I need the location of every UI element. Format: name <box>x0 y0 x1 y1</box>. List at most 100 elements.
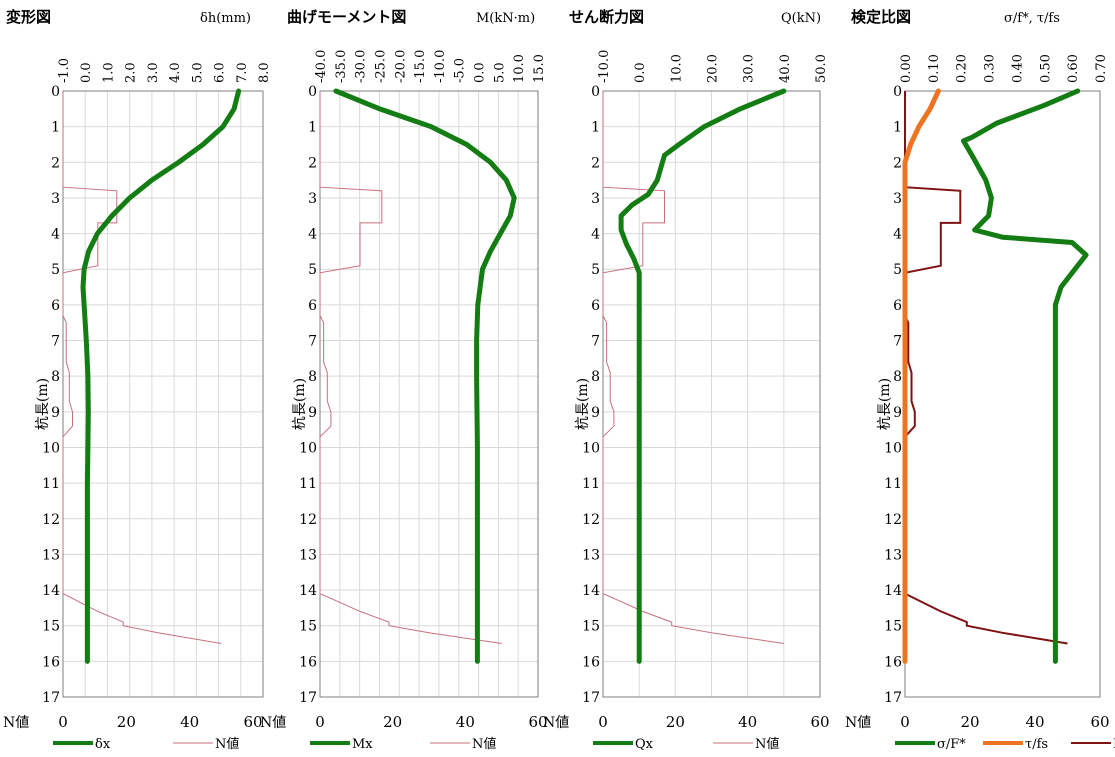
x-tick-label: -1.0 <box>57 58 72 83</box>
x-tick-label: -30.0 <box>354 50 369 83</box>
depth-tick-label: 5 <box>308 262 317 278</box>
depth-tick-label: 0 <box>308 84 317 100</box>
depth-tick-label: 10 <box>582 440 600 456</box>
n-axis-label: N値 <box>260 715 286 731</box>
n-axis-tick-label: 40 <box>456 713 475 731</box>
legend-label: Qx <box>635 737 654 752</box>
x-tick-label: -35.0 <box>334 50 349 83</box>
depth-tick-label: 14 <box>42 583 60 599</box>
depth-tick-label: 11 <box>299 476 317 492</box>
x-tick-label: 0.0 <box>473 62 488 83</box>
moment-unit: M(kN·m) <box>476 11 536 26</box>
depth-tick-label: 5 <box>51 262 60 278</box>
shear-unit: Q(kN) <box>781 11 822 26</box>
x-tick-label: 20.0 <box>706 54 721 83</box>
depth-tick-label: 12 <box>299 512 317 528</box>
depth-tick-label: 17 <box>884 690 902 706</box>
depth-tick-label: 13 <box>42 547 60 563</box>
plot-frame <box>904 90 1101 698</box>
depth-tick-label: 2 <box>308 155 317 171</box>
x-tick-label: 7.0 <box>235 62 250 83</box>
x-tick-label: 8.0 <box>257 62 272 83</box>
check-ratio-unit: σ/f*, τ/fs <box>1004 11 1060 26</box>
deformation-panel: 変形図 δh(mm) -1.0 0.0 1.0 2.0 3.0 4.0 5.0 6.0 7.0 8… <box>0 0 280 757</box>
legend-label: N値 <box>755 736 779 752</box>
depth-tick-label: 8 <box>893 369 902 385</box>
depth-tick-label: 17 <box>42 690 60 706</box>
n-axis-label: N値 <box>3 715 29 731</box>
n-value-line <box>62 91 222 644</box>
x-tick-label: 30.0 <box>742 54 757 83</box>
depth-tick-label: 1 <box>591 120 600 136</box>
n-axis-label: N値 <box>845 715 871 731</box>
check-ratio-title: 検定比図 <box>851 8 912 26</box>
depth-tick-label: 15 <box>42 619 60 635</box>
depth-tick-label: 2 <box>893 155 902 171</box>
depth-tick-label: 10 <box>299 440 317 456</box>
depth-tick-label: 6 <box>51 298 60 314</box>
n-value-line <box>904 91 1068 645</box>
depth-tick-label: 9 <box>308 405 317 421</box>
n-axis-tick-label: 40 <box>738 713 757 731</box>
x-tick-label: 5.0 <box>492 62 507 83</box>
x-tick-label: -15.0 <box>413 50 428 83</box>
depth-tick-label: 0 <box>51 84 60 100</box>
shear-title: せん断力図 <box>569 8 645 26</box>
x-tick-label: 1.0 <box>101 62 116 83</box>
series-line-Qx <box>618 88 787 664</box>
depth-tick-label: 12 <box>582 512 600 528</box>
n-axis-tick-label: 0 <box>598 713 608 731</box>
depth-tick-label: 16 <box>42 654 60 670</box>
depth-tick-label: 5 <box>591 262 600 278</box>
n-axis-tick-label: 40 <box>1025 713 1044 731</box>
x-tick-label: 40.0 <box>778 54 793 83</box>
depth-tick-label: 4 <box>591 227 600 243</box>
depth-tick-label: 1 <box>308 120 317 136</box>
x-tick-label: -20.0 <box>393 50 408 83</box>
depth-tick-label: 9 <box>591 405 600 421</box>
x-tick-label: 0.00 <box>899 54 914 83</box>
y-axis-label: 杭長(m) <box>877 378 893 430</box>
x-tick-label: 6.0 <box>213 62 228 83</box>
n-value-line <box>602 91 784 644</box>
x-tick-label: 10.0 <box>512 54 527 83</box>
depth-tick-label: 1 <box>893 120 902 136</box>
depth-tick-label: 12 <box>42 512 60 528</box>
legend-label: Mx <box>352 737 373 752</box>
x-tick-label: 15.0 <box>532 54 547 83</box>
n-axis-tick-label: 20 <box>117 713 136 731</box>
n-axis-tick-label: 60 <box>528 713 547 731</box>
depth-tick-label: 16 <box>884 654 902 670</box>
n-axis-tick-label: 20 <box>383 713 402 731</box>
depth-tick-label: 6 <box>591 298 600 314</box>
x-tick-label: 0.50 <box>1038 54 1053 83</box>
depth-tick-label: 17 <box>299 690 317 706</box>
depth-tick-label: 3 <box>591 191 600 207</box>
depth-tick-label: 11 <box>42 476 60 492</box>
moment-chart: -40.0 -35.0 -30.0 -25.0 -20.0 -15.0 -10.0 -5.0 0… <box>260 50 548 752</box>
series-line-δx <box>80 88 242 664</box>
y-axis-label: 杭長(m) <box>575 378 591 430</box>
plot-frame <box>319 90 539 698</box>
x-tick-label: -5.0 <box>453 58 468 83</box>
depth-tick-label: 16 <box>582 654 600 670</box>
depth-tick-label: 12 <box>884 512 902 528</box>
moment-panel: 曲げモーメント図 M(kN·m) -40.0 -35.0 -30.0 -25.0 -20… <box>260 0 561 757</box>
depth-tick-label: 4 <box>308 227 317 243</box>
depth-tick-label: 17 <box>582 690 600 706</box>
n-axis-tick-label: 60 <box>243 713 262 731</box>
n-axis-label: N値 <box>543 715 569 731</box>
check-ratio-panel: 検定比図 σ/f*, τ/fs 0.00 0.10 0.20 0.30 0.40 0.50… <box>845 0 1115 757</box>
depth-tick-label: 7 <box>893 334 902 350</box>
x-tick-label: 0.20 <box>955 54 970 83</box>
legend-label: σ/F* <box>937 737 966 752</box>
n-axis-tick-label: 40 <box>180 713 199 731</box>
depth-tick-label: 3 <box>308 191 317 207</box>
n-axis-tick-label: 0 <box>58 713 68 731</box>
legend-label: δx <box>95 737 111 752</box>
plot-frame <box>62 90 264 698</box>
depth-tick-label: 14 <box>299 583 317 599</box>
deformation-chart: -1.0 0.0 1.0 2.0 3.0 4.0 5.0 6.0 7.0 8.0012345678… <box>3 58 272 752</box>
x-tick-label: 2.0 <box>124 62 139 83</box>
legend-label: N値 <box>472 736 496 752</box>
